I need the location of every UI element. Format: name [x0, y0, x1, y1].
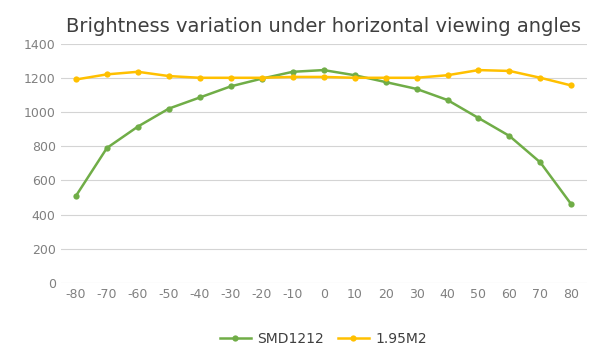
1.95M2	[444, 73, 451, 77]
SMD1212	[289, 70, 296, 74]
1.95M2	[258, 76, 266, 80]
SMD1212	[227, 84, 234, 89]
SMD1212	[444, 98, 451, 102]
Title: Brightness variation under horizontal viewing angles: Brightness variation under horizontal vi…	[66, 17, 581, 36]
SMD1212	[103, 146, 111, 150]
1.95M2	[73, 77, 80, 82]
SMD1212	[351, 73, 358, 77]
1.95M2	[320, 75, 327, 79]
1.95M2	[567, 83, 575, 87]
SMD1212	[165, 106, 172, 111]
1.95M2	[165, 74, 172, 78]
1.95M2	[382, 76, 389, 80]
SMD1212	[134, 125, 142, 129]
1.95M2	[413, 76, 420, 80]
1.95M2	[506, 69, 513, 73]
1.95M2	[537, 76, 544, 80]
SMD1212	[196, 95, 203, 100]
1.95M2	[475, 68, 482, 72]
1.95M2	[227, 76, 234, 80]
SMD1212	[537, 160, 544, 165]
1.95M2	[351, 76, 358, 80]
SMD1212	[475, 116, 482, 120]
SMD1212	[567, 202, 575, 207]
SMD1212	[320, 68, 327, 72]
1.95M2	[134, 70, 142, 74]
1.95M2	[196, 76, 203, 80]
SMD1212	[506, 134, 513, 138]
Line: SMD1212: SMD1212	[73, 67, 575, 208]
SMD1212	[413, 87, 420, 91]
1.95M2	[103, 72, 111, 77]
Legend: SMD1212, 1.95M2: SMD1212, 1.95M2	[215, 326, 433, 351]
Line: 1.95M2: 1.95M2	[73, 67, 575, 89]
1.95M2	[289, 75, 296, 79]
SMD1212	[258, 77, 266, 81]
SMD1212	[73, 194, 80, 198]
SMD1212	[382, 80, 389, 84]
